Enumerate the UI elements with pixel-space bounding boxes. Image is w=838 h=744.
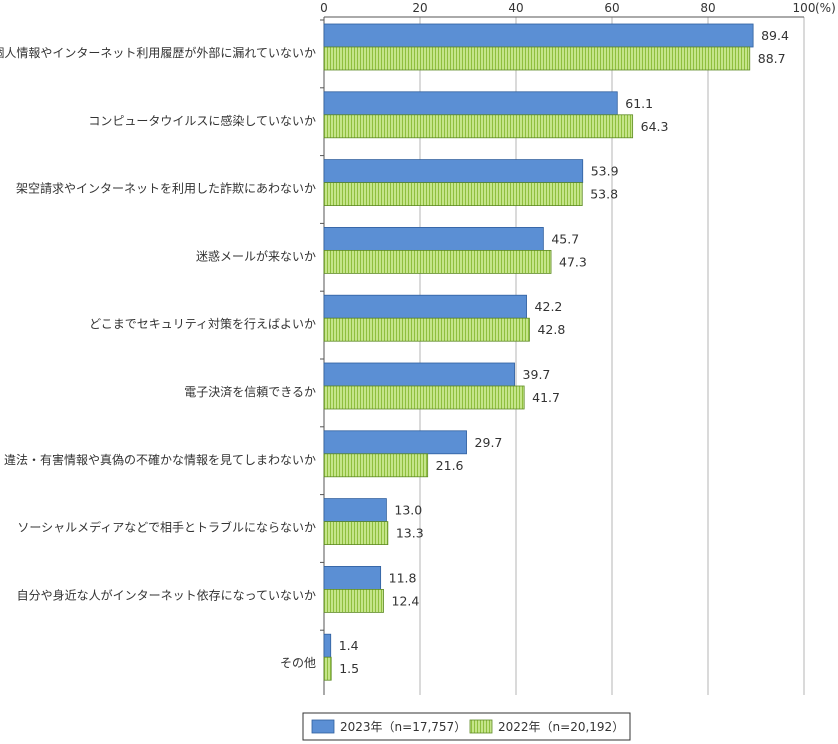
bar-2023 — [323, 566, 382, 590]
bar-2023 — [323, 498, 387, 523]
data-label: 42.8 — [537, 322, 565, 337]
bar-2022 — [323, 249, 552, 274]
category-label: その他 — [280, 656, 316, 670]
legend-label-2023: 2023年（n=17,757） — [340, 720, 466, 734]
data-label: 29.7 — [475, 435, 503, 450]
bar-2022 — [323, 317, 530, 342]
bar-2023 — [323, 633, 332, 658]
category-label: 電子決済を信頼できるか — [184, 384, 316, 399]
data-label: 61.1 — [625, 96, 653, 111]
category-label: どこまでセキュリティ対策を行えばよいか — [89, 317, 316, 331]
bar-2023 — [323, 294, 527, 319]
category-label: 違法・有害情報や真偽の不確かな情報を見てしまわないか — [4, 452, 316, 467]
data-label: 53.8 — [590, 187, 618, 202]
data-label: 47.3 — [559, 254, 587, 269]
x-tick-label: 40 — [508, 1, 523, 15]
data-label: 1.5 — [339, 661, 359, 676]
data-label: 64.3 — [641, 119, 669, 134]
bar-2022 — [323, 182, 583, 207]
bar-2023 — [323, 362, 515, 387]
category-label: 自分や身近な人がインターネット依存になっていないか — [17, 587, 316, 602]
category-label: コンピュータウイルスに感染していないか — [88, 113, 316, 128]
data-label: 45.7 — [551, 231, 579, 246]
bar-2022 — [323, 114, 634, 139]
x-tick-label: 20 — [412, 1, 427, 15]
data-label: 41.7 — [532, 390, 560, 405]
data-label: 53.9 — [591, 164, 619, 179]
legend-swatch-2023 — [311, 719, 335, 734]
data-label: 88.7 — [758, 51, 786, 66]
category-label: 個人情報やインターネット利用履歴が外部に漏れていないか — [0, 45, 316, 60]
x-tick-label: 0 — [320, 1, 328, 15]
bar-2022 — [323, 46, 751, 71]
bar-2023 — [323, 91, 618, 116]
bar-2023 — [323, 159, 584, 184]
data-label: 21.6 — [436, 458, 464, 473]
data-label: 13.0 — [394, 503, 422, 518]
bar-2022 — [323, 589, 384, 613]
bar-2023 — [323, 226, 544, 251]
bar-2022 — [323, 521, 389, 545]
category-label: 迷惑メールが来ないか — [196, 248, 316, 263]
legend-label-2022: 2022年（n=20,192） — [498, 720, 624, 734]
legend-box — [302, 712, 631, 741]
bar-2022 — [323, 656, 332, 681]
data-label: 13.3 — [396, 526, 424, 541]
bar-2022 — [323, 385, 525, 410]
axis-unit-label: (%) — [815, 1, 836, 15]
x-tick-label: 60 — [604, 1, 619, 15]
data-label: 39.7 — [523, 367, 551, 382]
data-label: 42.2 — [535, 299, 563, 314]
x-tick-label: 80 — [700, 1, 715, 15]
data-label: 89.4 — [761, 28, 789, 43]
data-label: 1.4 — [339, 638, 359, 653]
category-label: 架空請求やインターネットを利用した詐欺にあわないか — [16, 181, 316, 196]
legend-swatch-2022 — [469, 719, 493, 734]
bar-2023 — [323, 23, 754, 48]
bar-2022 — [323, 453, 429, 478]
x-tick-label: 100 — [793, 1, 816, 15]
data-label: 12.4 — [392, 593, 420, 608]
category-label: ソーシャルメディアなどで相手とトラブルにならないか — [17, 520, 316, 535]
bar-2023 — [323, 430, 467, 455]
data-label: 11.8 — [389, 570, 417, 585]
